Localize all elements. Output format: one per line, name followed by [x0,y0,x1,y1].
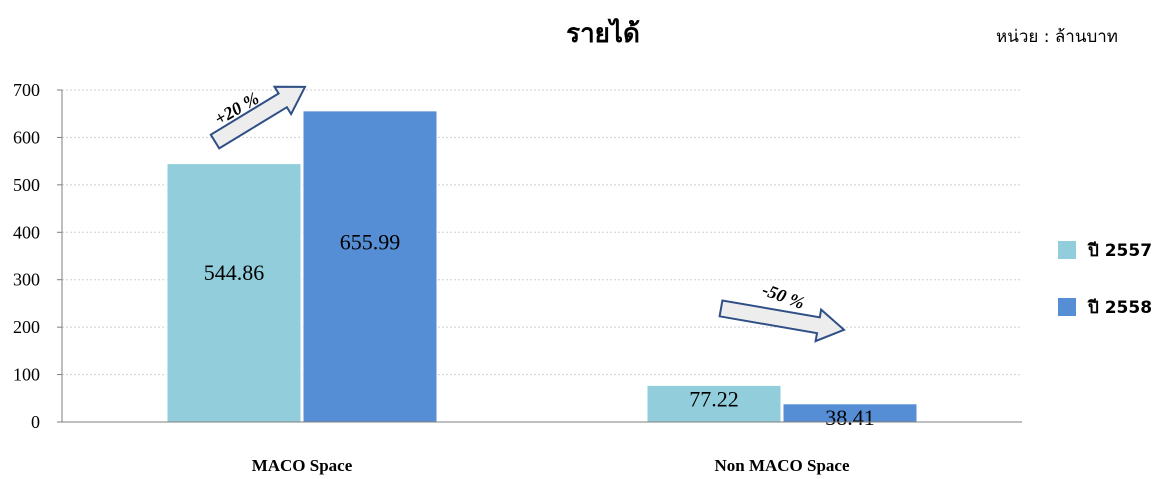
data-labels: 544.86 655.99 77.22 38.41 [204,230,875,430]
legend-label: ปี 2558 [1087,297,1152,318]
bar-1-1 [166,163,302,423]
legend: ปี 2557 ปี 2558 [1058,240,1152,318]
data-label: 655.99 [340,230,401,255]
bars [166,110,918,423]
y-tick-label: 300 [13,270,40,290]
y-tick-label: 200 [13,317,40,337]
bar-1-2 [302,110,438,423]
y-tick-label: 400 [13,222,40,242]
unit-label: หน่วย : ล้านบาท [996,27,1118,47]
y-tick-label: 0 [31,412,40,432]
chart-title: รายได้ [566,17,640,49]
data-label: 38.41 [825,405,875,430]
x-tick-label: Non MACO Space [714,456,850,475]
data-label: 544.86 [204,260,265,285]
y-tick-label: 600 [13,127,40,147]
y-tick-label: 700 [13,80,40,100]
trend-arrow [209,85,307,150]
legend-swatch [1058,241,1076,259]
legend-label: ปี 2557 [1087,240,1152,261]
trend-arrow [718,299,846,343]
y-tick-label: 500 [13,175,40,195]
legend-swatch [1058,298,1076,316]
annotations: +20 %-50 % [209,85,846,343]
y-axis: 0 100 200 300 400 500 600 700 [13,80,63,432]
data-label: 77.22 [689,386,739,411]
x-axis: MACO Space Non MACO Space [62,421,1022,475]
y-tick-label: 100 [13,365,40,385]
x-tick-label: MACO Space [252,456,353,475]
